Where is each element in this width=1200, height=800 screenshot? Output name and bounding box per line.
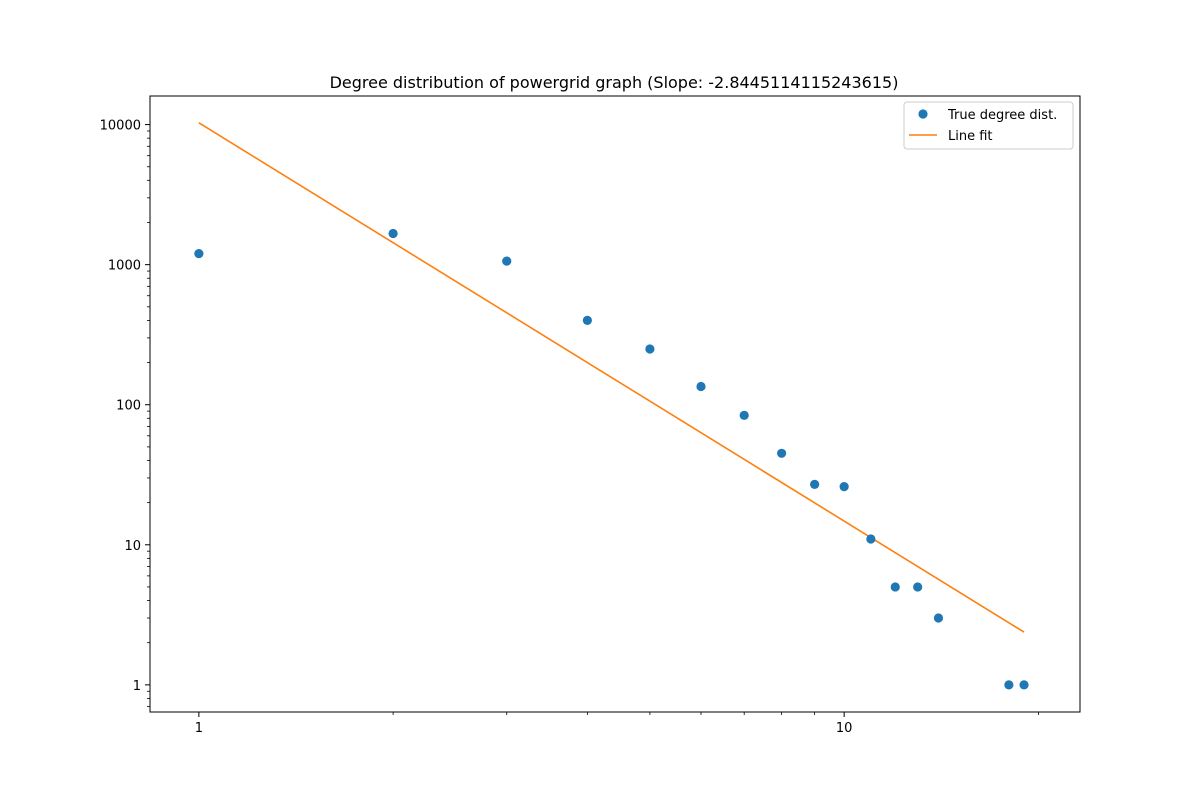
x-tick-label: 10: [836, 721, 853, 736]
data-point: [913, 582, 923, 592]
data-point: [933, 613, 944, 623]
data-point: [194, 248, 204, 259]
data-point: [839, 482, 849, 492]
legend-label: Line fit: [948, 129, 993, 144]
axes: 1 10 1 10 100 1000 10000: [100, 95, 1081, 736]
axes-frame: [149, 95, 1081, 713]
data-point: [739, 410, 749, 420]
data-point: [388, 228, 398, 239]
data-point: [810, 479, 820, 489]
legend-label: True degree dist.: [947, 108, 1057, 123]
legend: True degree dist. Line fit: [903, 101, 1074, 150]
y-tick-label: 10: [124, 539, 141, 554]
data-point: [502, 256, 512, 266]
data-point: [890, 582, 900, 592]
data-point: [866, 534, 876, 544]
y-tick-label: 1000: [108, 259, 141, 274]
data-point: [696, 381, 706, 392]
data-point: [1004, 680, 1014, 690]
y-tick-label: 10000: [100, 119, 141, 134]
plot-area: [194, 122, 1029, 690]
data-point: [582, 315, 592, 325]
legend-box: [903, 101, 1074, 150]
line-fit-series: [198, 122, 1025, 633]
x-tick-label: 1: [195, 721, 203, 736]
data-point: [645, 344, 655, 354]
legend-marker-scatter: [918, 109, 928, 119]
chart-title: Degree distribution of powergrid graph (…: [330, 73, 899, 92]
data-point: [777, 448, 787, 458]
y-tick-label: 1: [133, 679, 141, 694]
y-tick-label: 100: [116, 399, 141, 414]
data-point: [1019, 680, 1029, 690]
